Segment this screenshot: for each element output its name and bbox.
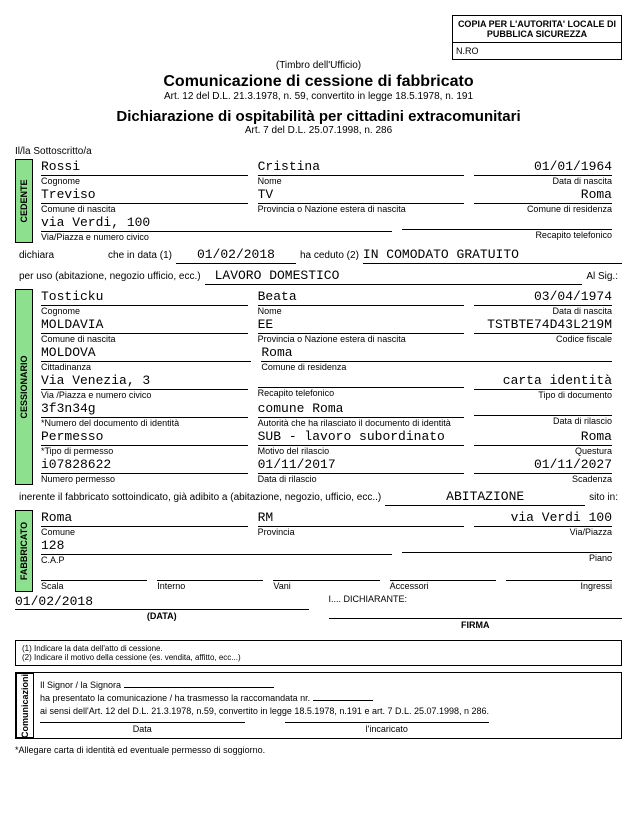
cess-motivo: SUB - lavoro subordinato xyxy=(258,429,465,446)
fab-accessori xyxy=(390,566,496,581)
cess-comune-res: Roma xyxy=(261,345,612,362)
comm-data-label: Data xyxy=(40,722,245,734)
fab-interno xyxy=(157,566,263,581)
cess-tipoperm: Permesso xyxy=(41,429,248,446)
peruso-row: per uso (abitazione, negozio ufficio, ec… xyxy=(15,268,622,285)
inerente-val: ABITAZIONE xyxy=(385,489,585,506)
cess-numdoc: 3f3n34g xyxy=(41,401,248,418)
cess-numperm: i07828622 xyxy=(41,457,248,474)
fabbricato-tab: FABBRICATO xyxy=(15,510,33,592)
signature-row: 01/02/2018 (DATA) I.... DICHIARANTE: FIR… xyxy=(15,594,622,630)
cedente-tab: CEDENTE xyxy=(15,159,33,243)
cess-tel xyxy=(258,373,465,388)
cess-citt: MOLDOVA xyxy=(41,345,251,362)
comunicazioni-tab: Comunicazioni xyxy=(16,673,34,738)
cessionario-tab: CESSIONARIO xyxy=(15,289,33,485)
fab-via: via Verdi 100 xyxy=(474,510,612,527)
fab-cap: 128 xyxy=(41,538,392,555)
authority-copy-box: COPIA PER L'AUTORITA' LOCALE DI PUBBLICA… xyxy=(452,15,622,60)
fab-vani xyxy=(273,566,379,581)
fab-piano xyxy=(402,538,612,553)
comm-incaricato-label: l'incaricato xyxy=(285,722,490,734)
cess-autorita: comune Roma xyxy=(258,401,465,418)
undersigned-label: Il/la Sottoscritto/a xyxy=(15,146,622,157)
fab-scala xyxy=(41,566,147,581)
cedente-section: CEDENTE RossiCognome CristinaNome 01/01/… xyxy=(15,159,622,243)
cedente-provincia: TV xyxy=(258,187,465,204)
cedente-tel xyxy=(402,215,612,230)
cedente-comune-nascita: Treviso xyxy=(41,187,248,204)
cess-nome: Beata xyxy=(258,289,465,306)
comm-name xyxy=(124,687,274,688)
notes-box: (1) Indicare la data dell'atto di cessio… xyxy=(15,640,622,666)
comm-nr xyxy=(313,700,373,701)
fabbricato-section: FABBRICATO RomaComune RMProvincia via Ve… xyxy=(15,510,622,592)
cess-tipodoc: carta identità xyxy=(474,373,612,390)
cess-scadenza: 01/11/2027 xyxy=(474,457,612,474)
comunicazioni-section: Comunicazioni Il Signor / la Signora ha … xyxy=(15,672,622,739)
fab-prov: RM xyxy=(258,510,465,527)
subtitle-2: Art. 7 del D.L. 25.07.1998, n. 286 xyxy=(15,125,622,136)
cess-datarilascio xyxy=(474,401,612,416)
sig-data: 01/02/2018 xyxy=(15,594,309,610)
cess-comune-nasc: MOLDAVIA xyxy=(41,317,248,334)
main-title-2: Dichiarazione di ospitabilità per cittad… xyxy=(15,108,622,125)
cess-cf: TSTBTE74D43L219M xyxy=(474,317,612,334)
subtitle-1: Art. 12 del D.L. 21.3.1978, n. 59, conve… xyxy=(15,91,622,102)
sig-firma xyxy=(329,604,623,619)
authority-header: COPIA PER L'AUTORITA' LOCALE DI PUBBLICA… xyxy=(453,16,621,43)
cedente-via: via Verdi, 100 xyxy=(41,215,392,232)
office-stamp-placeholder: (Timbro dell'Ufficio) xyxy=(15,60,622,71)
cess-cognome: Tosticku xyxy=(41,289,248,306)
cess-prov: EE xyxy=(258,317,465,334)
cess-nascita: 03/04/1974 xyxy=(474,289,612,306)
dichiara-ceduto: IN COMODATO GRATUITO xyxy=(363,247,622,264)
main-title-1: Comunicazione di cessione di fabbricato xyxy=(15,73,622,91)
inerente-row: inerente il fabbricato sottoindicato, gi… xyxy=(15,489,622,506)
cess-via: Via Venezia, 3 xyxy=(41,373,248,390)
cedente-cognome: Rossi xyxy=(41,159,248,176)
fab-comune: Roma xyxy=(41,510,248,527)
fab-ingressi xyxy=(506,566,612,581)
dichiara-row: dichiara che in data (1) 01/02/2018 ha c… xyxy=(15,247,622,264)
cessionario-section: CESSIONARIO TostickuCognome BeataNome 03… xyxy=(15,289,622,485)
dichiara-uso: LAVORO DOMESTICO xyxy=(205,268,583,285)
cess-questura: Roma xyxy=(474,429,612,446)
cedente-comune-res: Roma xyxy=(474,187,612,204)
cedente-nascita: 01/01/1964 xyxy=(474,159,612,176)
nro-label: N.RO xyxy=(453,43,621,59)
cedente-nome: Cristina xyxy=(258,159,465,176)
dichiara-data: 01/02/2018 xyxy=(176,247,296,264)
cess-datarilperm: 01/11/2017 xyxy=(258,457,465,474)
footnote: *Allegare carta di identità ed eventuale… xyxy=(15,745,622,755)
